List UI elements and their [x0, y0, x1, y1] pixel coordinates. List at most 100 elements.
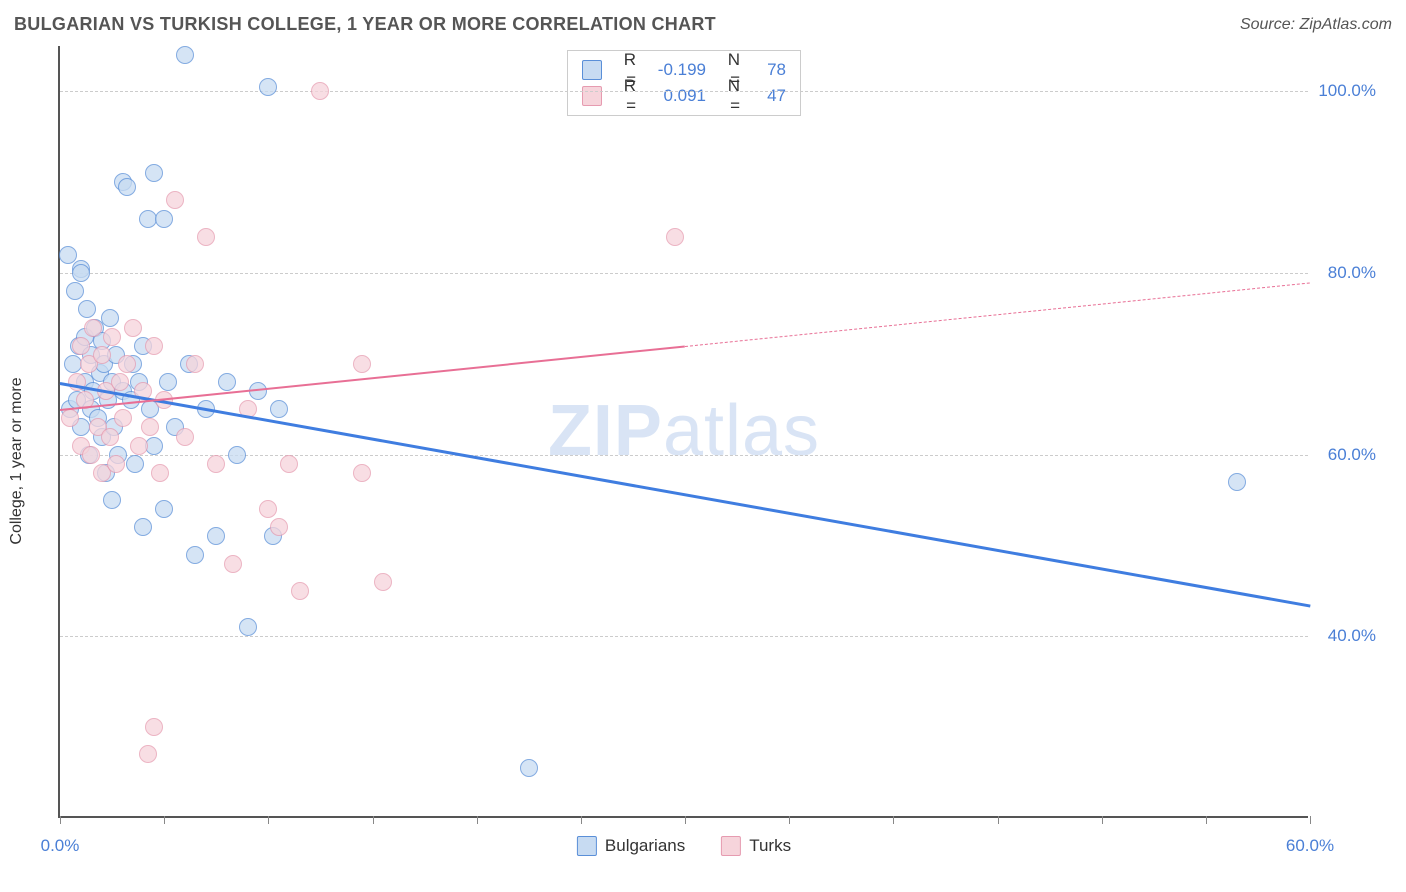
scatter-point — [72, 264, 90, 282]
gridline-h — [60, 273, 1308, 274]
scatter-point — [353, 355, 371, 373]
gridline-h — [60, 455, 1308, 456]
scatter-point — [186, 546, 204, 564]
scatter-point — [270, 518, 288, 536]
scatter-point — [145, 718, 163, 736]
legend-label: Bulgarians — [605, 836, 685, 856]
scatter-point — [101, 428, 119, 446]
gridline-h — [60, 636, 1308, 637]
scatter-point — [139, 745, 157, 763]
scatter-point — [101, 309, 119, 327]
chart-title: BULGARIAN VS TURKISH COLLEGE, 1 YEAR OR … — [14, 14, 716, 34]
legend-label: Turks — [749, 836, 791, 856]
scatter-point — [228, 446, 246, 464]
y-tick-label: 80.0% — [1316, 263, 1376, 283]
scatter-point — [239, 618, 257, 636]
scatter-point — [1228, 473, 1246, 491]
legend-n-value: 78 — [752, 60, 786, 80]
y-tick-label: 60.0% — [1316, 445, 1376, 465]
regression-line — [60, 346, 685, 412]
scatter-point — [259, 78, 277, 96]
scatter-point — [224, 555, 242, 573]
series-legend: Bulgarians Turks — [577, 836, 791, 856]
scatter-point — [72, 337, 90, 355]
legend-swatch — [721, 836, 741, 856]
scatter-point — [84, 319, 102, 337]
x-tick-label: 0.0% — [41, 836, 80, 856]
scatter-point — [124, 319, 142, 337]
scatter-point — [291, 582, 309, 600]
x-tick — [1310, 816, 1311, 824]
scatter-point — [159, 373, 177, 391]
watermark: ZIPatlas — [548, 390, 820, 472]
legend-corr-row: R =0.091N =47 — [582, 83, 786, 109]
legend-r-value: 0.091 — [648, 86, 706, 106]
x-tick — [581, 816, 582, 824]
y-tick-label: 100.0% — [1316, 81, 1376, 101]
regression-line — [60, 382, 1310, 607]
x-tick — [893, 816, 894, 824]
scatter-point — [176, 428, 194, 446]
legend-r-label: R = — [614, 76, 636, 116]
correlation-legend: R =-0.199N =78R =0.091N =47 — [567, 50, 801, 116]
scatter-point — [155, 210, 173, 228]
x-tick — [998, 816, 999, 824]
source-attribution: Source: ZipAtlas.com — [1240, 16, 1392, 34]
x-tick — [373, 816, 374, 824]
scatter-point — [103, 491, 121, 509]
legend-item: Turks — [721, 836, 791, 856]
scatter-point — [666, 228, 684, 246]
x-tick — [1206, 816, 1207, 824]
scatter-point — [141, 418, 159, 436]
legend-n-value: 47 — [752, 86, 786, 106]
y-tick-label: 40.0% — [1316, 626, 1376, 646]
scatter-point — [118, 355, 136, 373]
scatter-point — [64, 355, 82, 373]
scatter-point — [126, 455, 144, 473]
scatter-point — [114, 409, 132, 427]
scatter-point — [520, 759, 538, 777]
scatter-point — [207, 527, 225, 545]
plot-area: ZIPatlas R =-0.199N =78R =0.091N =47 Bul… — [58, 46, 1308, 818]
x-tick — [789, 816, 790, 824]
scatter-point — [118, 178, 136, 196]
scatter-point — [166, 191, 184, 209]
scatter-point — [270, 400, 288, 418]
scatter-point — [78, 300, 96, 318]
scatter-point — [197, 228, 215, 246]
x-tick-label: 60.0% — [1286, 836, 1334, 856]
scatter-point — [176, 46, 194, 64]
legend-r-value: -0.199 — [648, 60, 706, 80]
legend-corr-row: R =-0.199N =78 — [582, 57, 786, 83]
legend-swatch — [577, 836, 597, 856]
scatter-point — [93, 346, 111, 364]
regression-line — [685, 282, 1310, 347]
scatter-point — [103, 328, 121, 346]
legend-swatch — [582, 60, 602, 80]
scatter-point — [82, 446, 100, 464]
scatter-point — [66, 282, 84, 300]
scatter-point — [259, 500, 277, 518]
scatter-point — [280, 455, 298, 473]
scatter-point — [111, 373, 129, 391]
x-tick — [1102, 816, 1103, 824]
scatter-point — [186, 355, 204, 373]
x-tick — [60, 816, 61, 824]
gridline-h — [60, 91, 1308, 92]
x-tick — [685, 816, 686, 824]
legend-swatch — [582, 86, 602, 106]
scatter-point — [134, 518, 152, 536]
x-tick — [268, 816, 269, 824]
x-tick — [477, 816, 478, 824]
scatter-point — [207, 455, 225, 473]
scatter-point — [61, 409, 79, 427]
scatter-point — [139, 210, 157, 228]
scatter-point — [145, 164, 163, 182]
scatter-point — [218, 373, 236, 391]
scatter-point — [145, 337, 163, 355]
legend-n-label: N = — [718, 76, 740, 116]
chart-container: College, 1 year or more ZIPatlas R =-0.1… — [14, 46, 1392, 876]
scatter-point — [155, 500, 173, 518]
scatter-point — [374, 573, 392, 591]
y-axis-label: College, 1 year or more — [8, 377, 26, 544]
